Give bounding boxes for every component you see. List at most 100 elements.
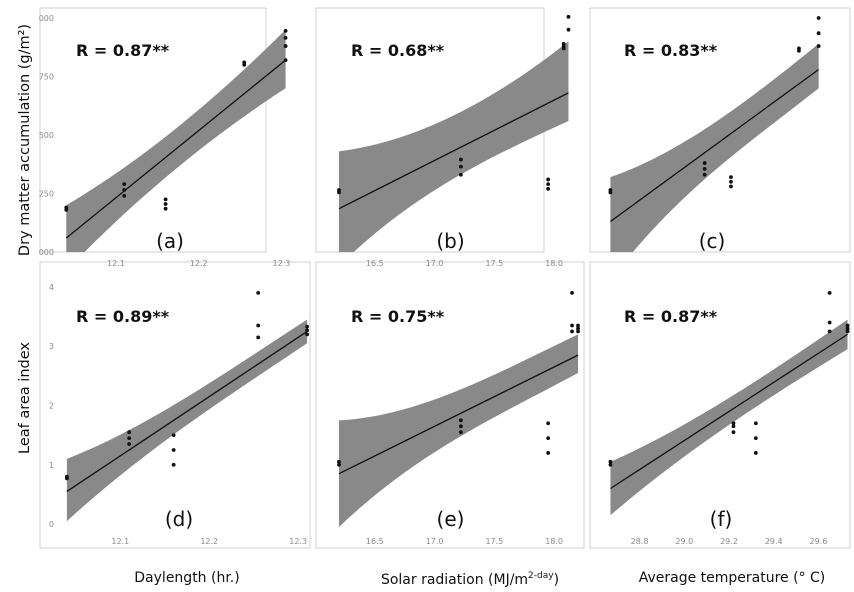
x-tick-label: 18.0: [545, 537, 563, 546]
data-point: [797, 46, 801, 51]
panel-b: 16.5 17.0 17.5 18.0 R = 0.68** (b): [337, 14, 571, 268]
data-point: [561, 41, 566, 46]
y-label-leaf-area-index: Leaf area index: [17, 342, 33, 454]
data-point: [305, 332, 310, 337]
data-point: [576, 326, 580, 331]
x-tick-label: 17.0: [426, 537, 444, 546]
data-point: [570, 290, 574, 295]
data-point: [827, 329, 832, 334]
y-tick-label: 500: [39, 131, 54, 140]
data-point: [816, 31, 821, 36]
confidence-band: [66, 29, 286, 252]
fit-line: [610, 333, 848, 490]
data-point: [702, 161, 707, 165]
data-point: [127, 436, 132, 441]
data-point: [163, 206, 168, 211]
data-point: [702, 167, 707, 171]
fit-line: [610, 68, 820, 223]
x-label-temperature: Average temperature (° C): [639, 570, 826, 586]
data-point: [546, 436, 551, 441]
data-point: [337, 188, 341, 192]
panel-letter: (a): [156, 229, 184, 253]
data-point: [576, 329, 580, 334]
data-point: [731, 421, 736, 426]
confidence-band: [338, 334, 579, 528]
data-point: [546, 451, 551, 455]
x-tick-label: 29.6: [810, 537, 828, 546]
y-tick-label: 1: [49, 461, 54, 470]
data-point: [122, 188, 127, 192]
x-tick-label: 29.0: [675, 537, 693, 546]
panel-d: 12.1 12.2 12.3 0 1 2 3 4 R = 0.89** (d): [49, 283, 310, 546]
data-point: [171, 462, 176, 467]
x-tick-label: 18.0: [545, 259, 563, 268]
data-point: [337, 462, 341, 467]
data-point: [127, 430, 132, 435]
x-tick-label: 29.2: [720, 537, 738, 546]
panel-letter: (f): [710, 507, 733, 531]
data-point: [546, 186, 551, 191]
data-point: [570, 329, 574, 334]
x-label-solar-radiation: Solar radiation (MJ/m2-day): [381, 571, 559, 588]
panel-letter: (d): [165, 507, 193, 531]
data-point: [845, 329, 850, 334]
data-point: [458, 424, 463, 429]
y-tick-label: 250: [39, 190, 54, 199]
data-point: [576, 323, 580, 328]
data-point: [127, 442, 132, 446]
correlation-label: R = 0.75**: [351, 307, 445, 326]
correlation-label: R = 0.89**: [76, 307, 170, 326]
correlation-label: R = 0.83**: [624, 41, 718, 60]
panel-letter: (e): [437, 507, 465, 531]
data-point: [458, 157, 463, 162]
data-point: [305, 328, 310, 333]
data-point: [845, 326, 850, 331]
fit-line: [66, 330, 308, 493]
data-point: [283, 58, 288, 63]
fit-line: [338, 92, 569, 210]
correlation-label: R = 0.87**: [624, 307, 718, 326]
panel-f: 28.829.029.229.429.629.8R = 0.87**(f): [608, 290, 850, 546]
y-tick-label: 000: [39, 14, 54, 23]
x-tick-label: 12.2: [200, 537, 218, 546]
x-tick-label: 12.1: [107, 259, 125, 268]
data-point: [608, 462, 613, 467]
data-point: [753, 421, 758, 426]
correlation-label: R = 0.68**: [351, 41, 445, 60]
data-point: [122, 182, 127, 187]
y-tick-label: 000: [39, 248, 54, 257]
data-point: [546, 182, 551, 187]
y-tick-label: 4: [49, 283, 54, 292]
data-point: [256, 335, 261, 340]
fit-line: [65, 59, 286, 239]
confidence-band: [610, 319, 848, 516]
panel-c: R = 0.83** (c): [608, 16, 821, 253]
panel-e: 16.5 17.0 17.5 18.0 R = 0.75** (e): [337, 290, 580, 546]
data-point: [729, 175, 733, 180]
data-point: [458, 172, 463, 177]
data-point: [64, 474, 69, 479]
x-tick-label: 29.4: [765, 537, 783, 546]
data-point: [845, 323, 850, 328]
data-point: [163, 197, 168, 202]
data-point: [458, 430, 463, 435]
data-point: [827, 290, 832, 295]
x-tick-label: 28.8: [631, 537, 649, 546]
y-tick-label: 750: [39, 73, 54, 82]
data-point: [608, 459, 613, 464]
data-point: [753, 436, 758, 441]
panel-a: 12.1 12.2 12.3 000 250 500 750 000 R = 0.87** (a): [39, 14, 291, 268]
y-label-dry-matter: Dry matter accumulation (g/m²): [17, 24, 33, 256]
data-point: [242, 60, 247, 65]
confidence-band: [338, 41, 569, 252]
data-point: [566, 14, 571, 19]
x-label-daylength: Daylength (hr.): [134, 570, 239, 586]
data-point: [731, 430, 736, 435]
data-point: [256, 290, 261, 295]
data-point: [566, 27, 571, 32]
y-tick-label: 3: [49, 342, 54, 351]
data-point: [283, 28, 288, 33]
y-tick-label: 0: [49, 520, 54, 529]
x-tick-label: 12.3: [289, 537, 307, 546]
data-point: [753, 451, 758, 455]
